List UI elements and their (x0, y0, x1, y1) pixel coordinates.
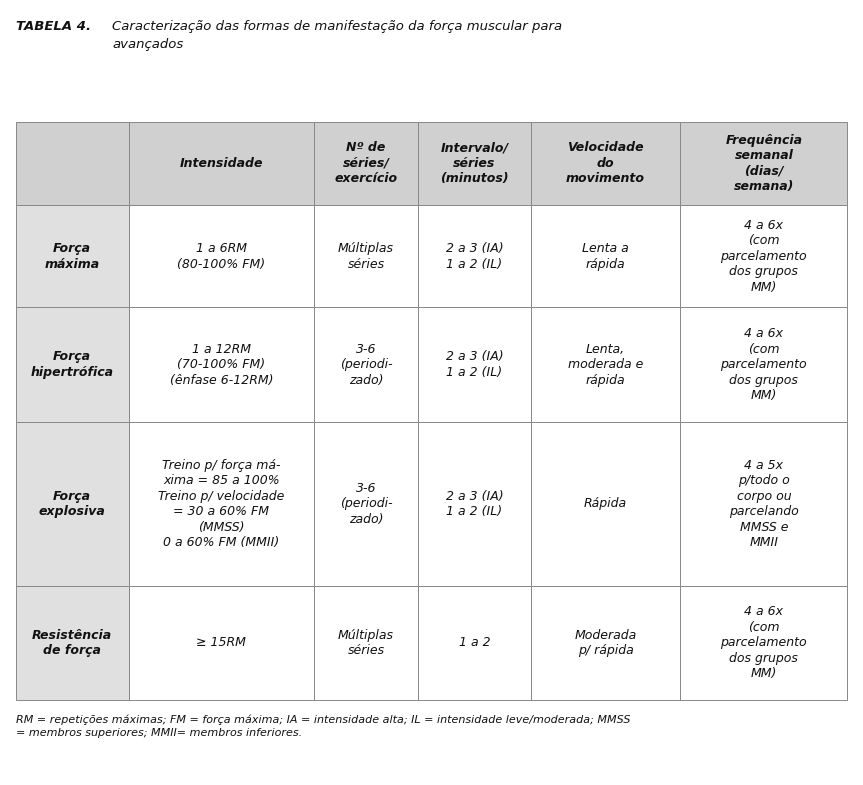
Text: Treino p/ força má-
xima = 85 a 100%
Treino p/ velocidade
= 30 a 60% FM
(MMSS)
0: Treino p/ força má- xima = 85 a 100% Tre… (158, 458, 285, 549)
Bar (129, 422, 314, 586)
Text: 1 a 2: 1 a 2 (458, 637, 490, 649)
Bar (418, 586, 531, 700)
Bar (418, 205, 531, 307)
Bar (129, 122, 314, 205)
Bar (680, 422, 847, 586)
Bar (129, 307, 314, 422)
Text: Força
máxima: Força máxima (45, 242, 99, 271)
Bar (16, 122, 129, 205)
Text: ≥ 15RM: ≥ 15RM (196, 637, 246, 649)
Text: Nº de
séries/
exercício: Nº de séries/ exercício (334, 141, 398, 185)
Bar (314, 307, 418, 422)
Text: Frequência
semanal
(dias/
semana): Frequência semanal (dias/ semana) (725, 133, 803, 193)
Text: 3-6
(periodi-
zado): 3-6 (periodi- zado) (340, 482, 393, 526)
Bar (16, 205, 129, 307)
Text: Múltiplas
séries: Múltiplas séries (338, 629, 394, 657)
Text: 1 a 12RM
(70-100% FM)
(ênfase 6-12RM): 1 a 12RM (70-100% FM) (ênfase 6-12RM) (169, 342, 273, 386)
Text: 4 a 6x
(com
parcelamento
dos grupos
MM): 4 a 6x (com parcelamento dos grupos MM) (721, 327, 807, 402)
Bar (16, 586, 129, 700)
Text: Força
explosiva: Força explosiva (39, 490, 105, 518)
Bar (314, 422, 418, 586)
Text: 4 a 6x
(com
parcelamento
dos grupos
MM): 4 a 6x (com parcelamento dos grupos MM) (721, 219, 807, 294)
Bar (16, 307, 129, 422)
Text: 4 a 6x
(com
parcelamento
dos grupos
MM): 4 a 6x (com parcelamento dos grupos MM) (721, 605, 807, 681)
Bar (680, 307, 847, 422)
Text: 2 a 3 (IA)
1 a 2 (IL): 2 a 3 (IA) 1 a 2 (IL) (445, 242, 503, 271)
Text: 2 a 3 (IA)
1 a 2 (IL): 2 a 3 (IA) 1 a 2 (IL) (445, 350, 503, 379)
Text: 3-6
(periodi-
zado): 3-6 (periodi- zado) (340, 342, 393, 386)
Text: 1 a 6RM
(80-100% FM): 1 a 6RM (80-100% FM) (177, 242, 265, 271)
Text: Caracterização das formas de manifestação da força muscular para
avançados: Caracterização das formas de manifestaçã… (112, 20, 563, 50)
Bar (129, 205, 314, 307)
Bar (418, 422, 531, 586)
Bar (680, 122, 847, 205)
Bar (680, 205, 847, 307)
Text: Força
hipertrófica: Força hipertrófica (30, 350, 114, 379)
Bar (531, 307, 680, 422)
Text: Intensidade: Intensidade (180, 157, 263, 170)
Bar (418, 122, 531, 205)
Bar (129, 586, 314, 700)
Bar (680, 586, 847, 700)
Bar (531, 122, 680, 205)
Bar (418, 307, 531, 422)
Text: TABELA 4.: TABELA 4. (16, 20, 91, 33)
Text: Intervalo/
séries
(minutos): Intervalo/ séries (minutos) (440, 141, 509, 185)
Bar (314, 205, 418, 307)
Bar (531, 422, 680, 586)
Bar (314, 122, 418, 205)
Bar (531, 205, 680, 307)
Text: Resistência
de força: Resistência de força (32, 629, 112, 657)
Text: Moderada
p/ rápida: Moderada p/ rápida (575, 629, 637, 657)
Text: Lenta,
moderada e
rápida: Lenta, moderada e rápida (568, 342, 643, 386)
Bar (531, 586, 680, 700)
Text: Lenta a
rápida: Lenta a rápida (583, 242, 629, 271)
Text: 4 a 5x
p/todo o
corpo ou
parcelando
MMSS e
MMII: 4 a 5x p/todo o corpo ou parcelando MMSS… (729, 458, 798, 549)
Text: Múltiplas
séries: Múltiplas séries (338, 242, 394, 271)
Text: Rápida: Rápida (584, 497, 627, 510)
Text: Velocidade
do
movimento: Velocidade do movimento (566, 141, 645, 185)
Bar (16, 422, 129, 586)
Bar (314, 586, 418, 700)
Text: RM = repetições máximas; FM = força máxima; IA = intensidade alta; IL = intensid: RM = repetições máximas; FM = força máxi… (16, 714, 630, 738)
Text: 2 a 3 (IA)
1 a 2 (IL): 2 a 3 (IA) 1 a 2 (IL) (445, 490, 503, 518)
